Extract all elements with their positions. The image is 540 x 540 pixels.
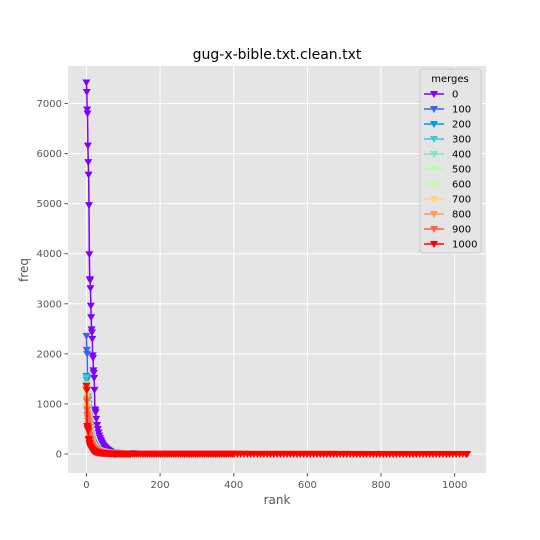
- legend-marker: [430, 181, 438, 188]
- series-point: [82, 387, 91, 395]
- x-tick-label: 200: [151, 480, 170, 491]
- series-point: [93, 425, 102, 433]
- y-tick-label: 6000: [37, 149, 62, 160]
- legend-label: 0: [452, 90, 458, 101]
- chart-title: gug-x-bible.txt.clean.txt: [193, 47, 362, 63]
- x-tick-label: 1000: [442, 480, 467, 491]
- series-point: [83, 110, 92, 118]
- legend-marker: [430, 241, 438, 248]
- series-point: [91, 409, 100, 417]
- y-tick-label: 2000: [37, 349, 62, 360]
- y-tick-label: 7000: [37, 99, 62, 110]
- y-tick-label: 0: [56, 449, 62, 460]
- legend-marker: [430, 136, 438, 143]
- series-1000: [82, 382, 472, 458]
- series-point: [82, 382, 91, 390]
- y-tick-label: 3000: [37, 299, 62, 310]
- series-point: [89, 369, 98, 377]
- series-point: [93, 421, 102, 429]
- y-tick-label: 5000: [37, 199, 62, 210]
- legend-label: 300: [452, 135, 471, 146]
- series-point: [92, 415, 101, 423]
- series-point: [86, 285, 95, 293]
- legend-title: merges: [431, 74, 469, 85]
- legend-label: 200: [452, 120, 471, 131]
- x-tick-label: 0: [83, 480, 89, 491]
- legend-label: 1000: [452, 240, 477, 251]
- y-tick-label: 4000: [37, 249, 62, 260]
- legend-box: [419, 68, 482, 254]
- x-tick-label: 600: [298, 480, 317, 491]
- legend-marker: [430, 226, 438, 233]
- series-point: [86, 277, 95, 285]
- series-layer: [82, 79, 472, 458]
- x-tick-label: 800: [371, 480, 390, 491]
- legend-marker: [430, 196, 438, 203]
- series-point: [87, 329, 96, 337]
- tick-labels: 0 200 400 600 800 1000 0 1000 2000 3000 4000 5000 60…: [37, 99, 468, 491]
- x-axis-label: rank: [264, 493, 291, 507]
- plot-area: [68, 66, 486, 473]
- legend-label: 500: [452, 165, 471, 176]
- series-point: [84, 171, 93, 179]
- y-axis-label: freq: [17, 258, 31, 282]
- series-point: [84, 427, 93, 435]
- legend-label: 400: [452, 150, 471, 161]
- legend-marker: [430, 91, 438, 98]
- legend-marker: [430, 211, 438, 218]
- series-point: [86, 302, 95, 310]
- legend-label: 800: [452, 210, 471, 221]
- y-tick-label: 1000: [37, 399, 62, 410]
- legend-label: 100: [452, 105, 471, 116]
- series-point: [82, 346, 91, 354]
- series-point: [82, 374, 91, 382]
- legend-label: 600: [452, 180, 471, 191]
- series-point: [87, 314, 96, 322]
- legend-marker: [430, 166, 438, 173]
- series-point: [82, 79, 91, 87]
- legend-marker: [430, 121, 438, 128]
- series-point: [82, 332, 91, 340]
- legend-marker: [430, 106, 438, 113]
- series-point: [463, 450, 472, 458]
- legend-label: 900: [452, 225, 471, 236]
- x-tick-label: 400: [224, 480, 243, 491]
- legend: merges 0 100 200 300 400 500 600 700 800 900 1000: [419, 68, 482, 254]
- series-point: [85, 251, 94, 259]
- series-point: [84, 202, 93, 210]
- series-point: [83, 142, 92, 150]
- series-point: [88, 335, 97, 343]
- series-point: [90, 386, 99, 394]
- legend-label: 700: [452, 195, 471, 206]
- series-point: [90, 374, 99, 382]
- series-point: [83, 350, 92, 358]
- series-point: [82, 89, 91, 97]
- series-point: [83, 106, 92, 114]
- series-point: [89, 354, 98, 362]
- series-point: [84, 159, 93, 167]
- legend-marker: [430, 151, 438, 158]
